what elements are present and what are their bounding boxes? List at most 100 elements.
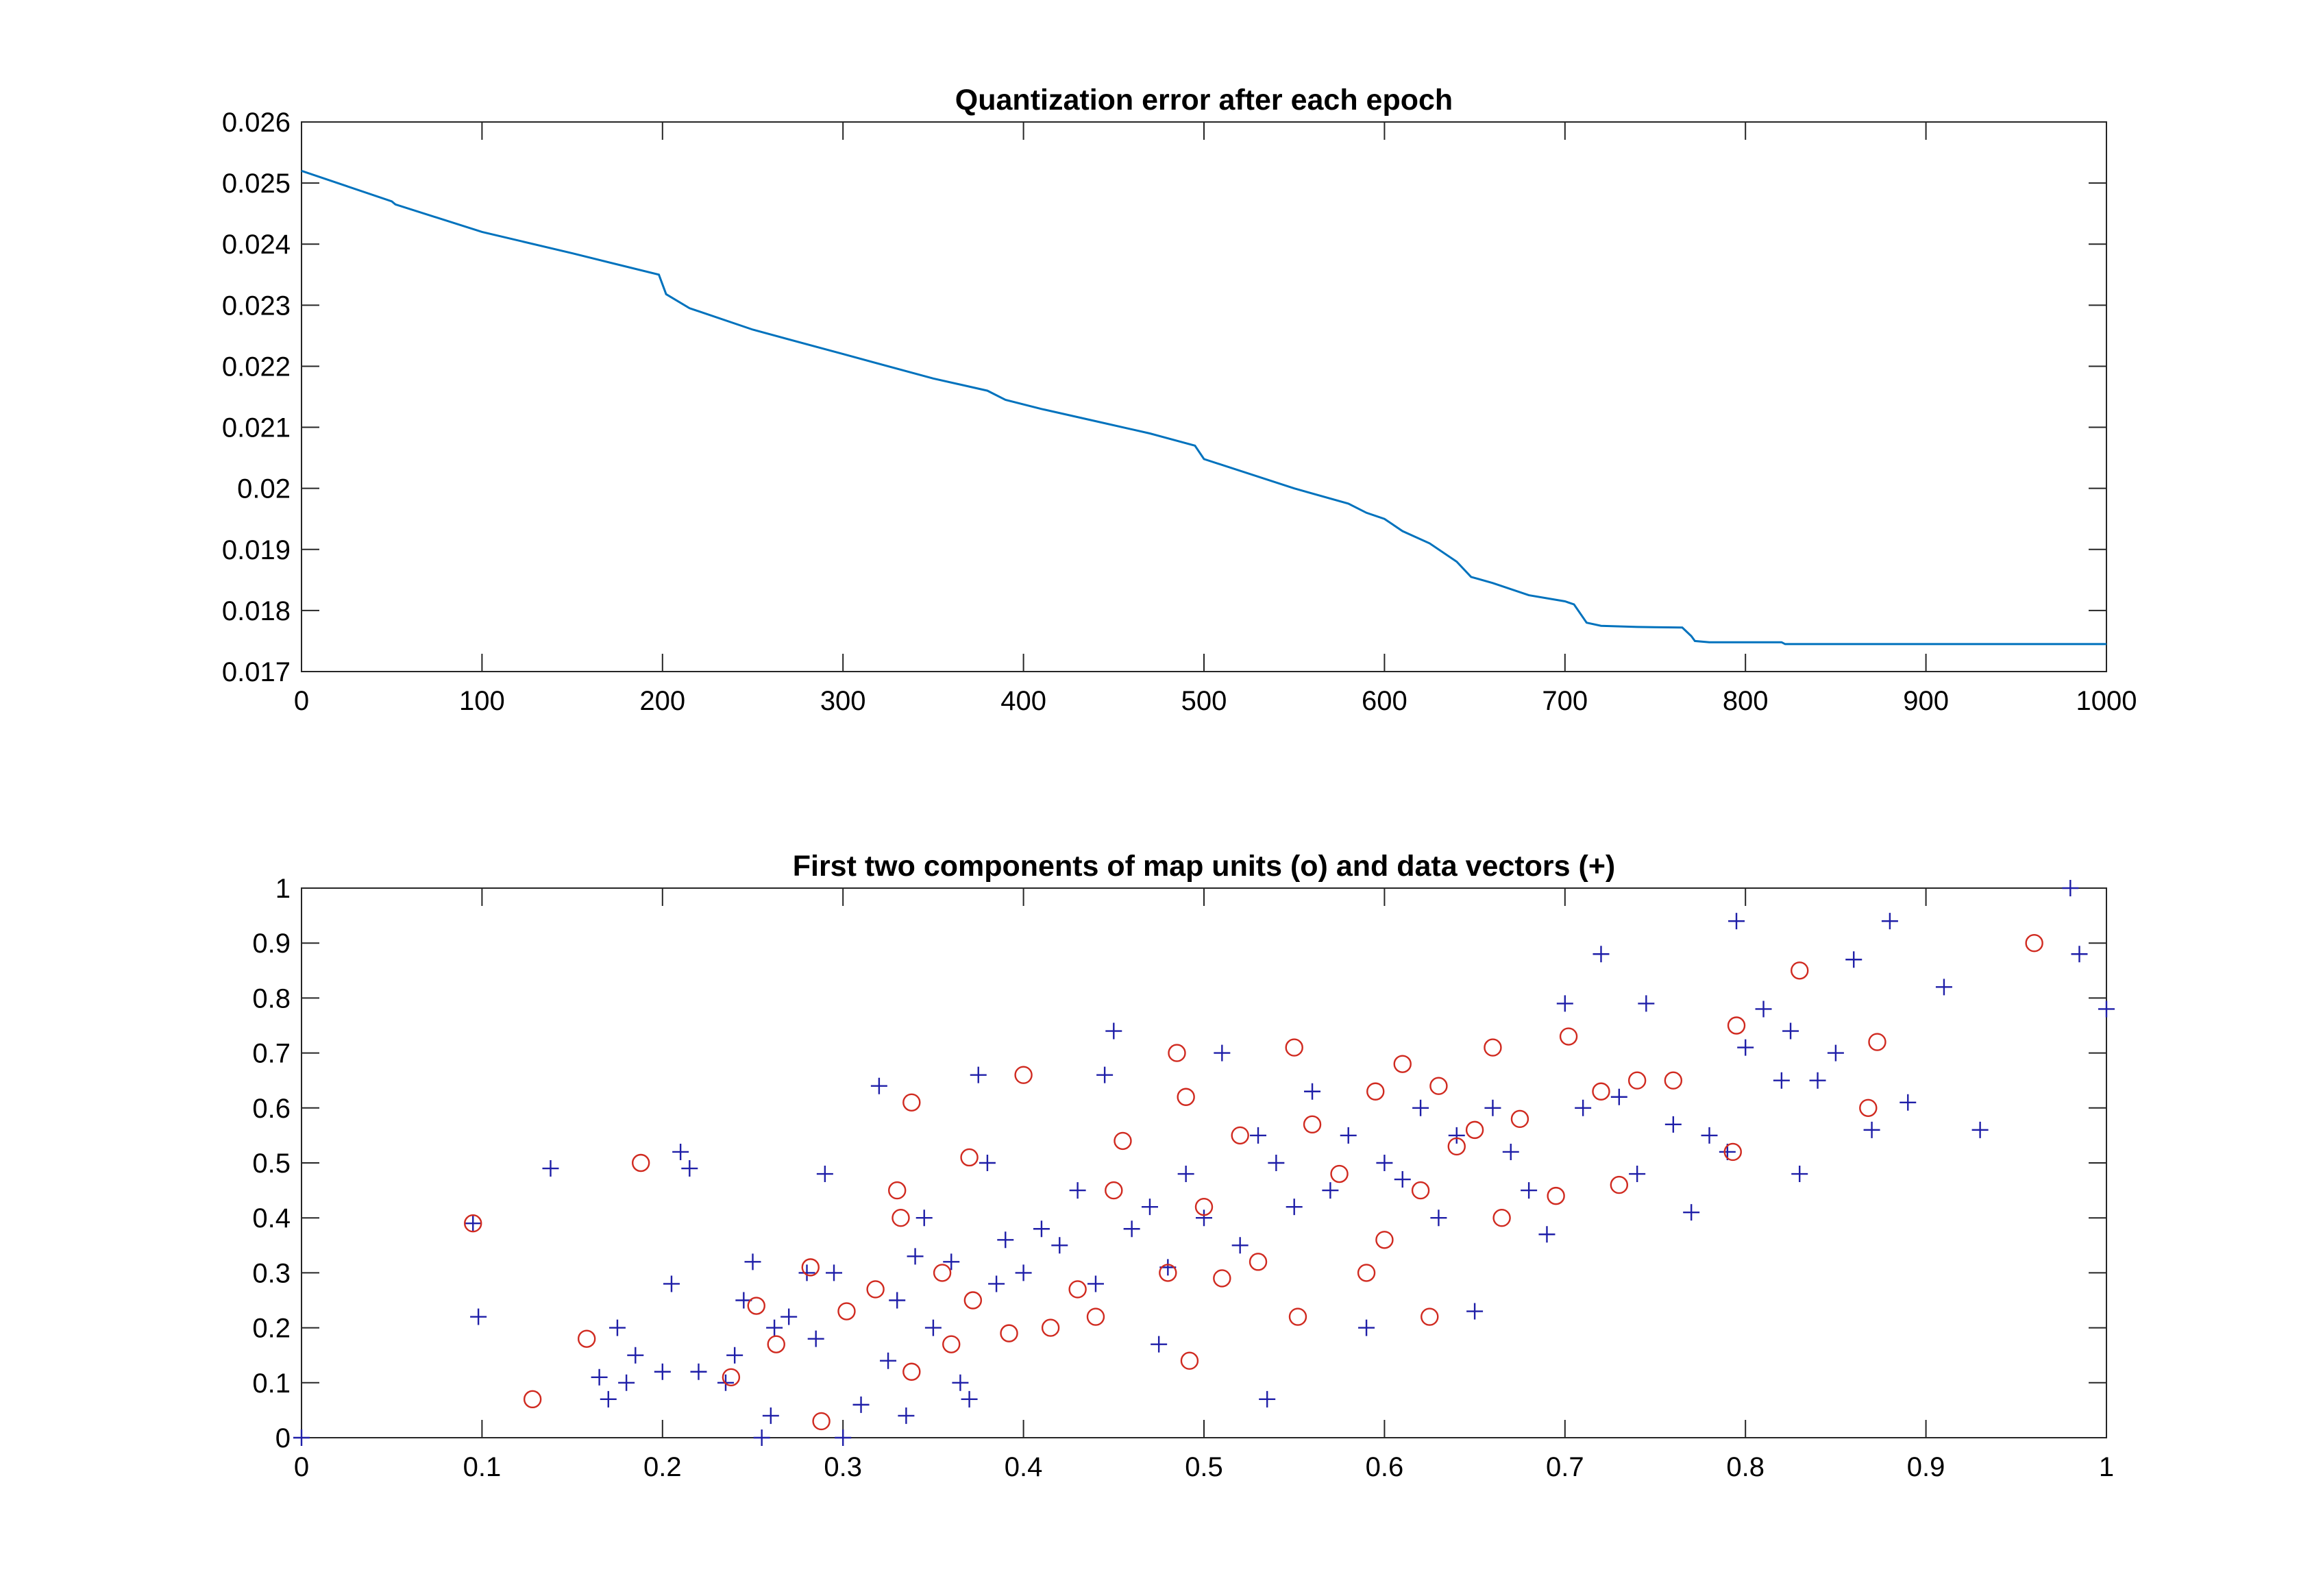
data-vector-point bbox=[1521, 1182, 1538, 1199]
x-tick-label: 0.6 bbox=[1366, 1452, 1404, 1482]
data-layer bbox=[301, 169, 2106, 646]
map-unit-point bbox=[812, 1412, 831, 1431]
y-tick-label: 1 bbox=[275, 874, 291, 904]
data-vector-point bbox=[898, 1407, 915, 1424]
map-unit-point bbox=[1727, 1016, 1746, 1035]
data-vector-point bbox=[870, 1077, 887, 1094]
map-unit-point bbox=[464, 1214, 482, 1233]
data-vector-point bbox=[1575, 1099, 1592, 1116]
map-unit-point bbox=[747, 1297, 765, 1315]
map-unit-point bbox=[801, 1258, 820, 1277]
data-vector-point bbox=[1900, 1094, 1917, 1111]
x-tick-label: 1 bbox=[2099, 1452, 2114, 1482]
data-vector-point bbox=[1376, 1155, 1393, 1171]
data-vector-point bbox=[979, 1155, 996, 1171]
data-vector-point bbox=[1638, 995, 1655, 1012]
map-unit-point bbox=[960, 1148, 979, 1167]
data-vector-point bbox=[1358, 1319, 1375, 1336]
map-unit-point bbox=[902, 1093, 921, 1112]
data-vector-point bbox=[1791, 1166, 1808, 1183]
data-vector-point bbox=[1809, 1072, 1826, 1089]
map-unit-point bbox=[1288, 1308, 1307, 1326]
data-vector-point bbox=[1123, 1220, 1140, 1238]
data-vector-point bbox=[1430, 1210, 1447, 1227]
data-vector-point bbox=[1105, 1022, 1122, 1040]
data-vector-point bbox=[1087, 1275, 1104, 1292]
y-tick-label: 0.8 bbox=[252, 983, 291, 1014]
map-unit-point bbox=[902, 1362, 921, 1381]
map-unit-point bbox=[1357, 1264, 1376, 1282]
map-unit-point bbox=[963, 1291, 983, 1310]
x-tick-label: 300 bbox=[820, 686, 866, 716]
map-unit-point bbox=[1068, 1280, 1087, 1299]
data-vector-point bbox=[798, 1264, 815, 1281]
data-vector-point bbox=[618, 1374, 635, 1391]
x-tick-label: 0.2 bbox=[643, 1452, 682, 1482]
x-tick-label: 800 bbox=[1723, 686, 1769, 716]
data-vector-point bbox=[1069, 1182, 1086, 1199]
data-vector-point bbox=[672, 1143, 689, 1160]
map-unit-point bbox=[1791, 961, 1809, 980]
map-unit-point bbox=[888, 1181, 907, 1200]
data-vector-point bbox=[1971, 1121, 1989, 1138]
map-unit-point bbox=[1213, 1269, 1231, 1288]
map-unit-point bbox=[933, 1264, 952, 1282]
y-tick-label: 0 bbox=[275, 1423, 291, 1453]
data-vector-point bbox=[1556, 995, 1573, 1012]
map-unit-point bbox=[2025, 933, 2043, 953]
data-vector-point bbox=[753, 1429, 770, 1446]
x-tick-label: 700 bbox=[1542, 686, 1588, 716]
x-tick-label: 600 bbox=[1362, 686, 1407, 716]
map-unit-point bbox=[1859, 1098, 1878, 1118]
data-vector-point bbox=[1214, 1044, 1231, 1061]
y-tick-label: 0.025 bbox=[222, 169, 291, 199]
map-unit-point bbox=[1492, 1208, 1511, 1227]
x-tick-label: 900 bbox=[1903, 686, 1949, 716]
map-unit-point bbox=[1465, 1120, 1484, 1140]
data-vector-point bbox=[1827, 1044, 1844, 1061]
data-vector-point bbox=[1322, 1182, 1339, 1199]
map-unit-point bbox=[1366, 1082, 1385, 1101]
data-vector-point bbox=[1448, 1127, 1465, 1144]
data-vector-point bbox=[1538, 1226, 1556, 1243]
data-vector-point bbox=[880, 1352, 897, 1369]
data-vector-point bbox=[1737, 1039, 1754, 1056]
data-vector-point bbox=[663, 1275, 680, 1292]
chart-panel-1: Quantization error after each epoch 0 100 2… bbox=[222, 84, 2137, 716]
data-vector-point bbox=[1286, 1199, 1303, 1216]
map-unit-point bbox=[1114, 1131, 1132, 1151]
chart-title: First two components of map units (o) an… bbox=[793, 850, 1616, 883]
data-vector-point bbox=[1250, 1127, 1267, 1144]
data-vector-point bbox=[293, 1429, 310, 1446]
map-unit-point bbox=[1447, 1137, 1466, 1156]
map-unit-point bbox=[1014, 1066, 1033, 1084]
data-vector-point bbox=[816, 1166, 833, 1183]
data-vector-point bbox=[470, 1308, 487, 1325]
data-vector-point bbox=[1664, 1116, 1682, 1133]
data-vector-point bbox=[762, 1407, 779, 1424]
data-vector-point bbox=[2071, 946, 2088, 963]
data-vector-point bbox=[1484, 1099, 1501, 1116]
data-vector-point bbox=[780, 1308, 798, 1325]
y-tick-label: 0.2 bbox=[252, 1314, 291, 1344]
data-vector-point bbox=[2062, 880, 2079, 896]
data-vector-point bbox=[1177, 1166, 1194, 1183]
data-vector-point bbox=[1701, 1127, 1718, 1144]
data-vector-point bbox=[1141, 1199, 1158, 1216]
map-unit-point bbox=[767, 1335, 785, 1353]
data-vector-point bbox=[1782, 1022, 1799, 1040]
data-vector-point bbox=[835, 1429, 852, 1446]
map-unit-point bbox=[1194, 1197, 1214, 1216]
data-vector-point bbox=[1466, 1303, 1484, 1320]
chart-title: Quantization error after each epoch bbox=[955, 84, 1453, 116]
map-unit-point bbox=[1249, 1253, 1268, 1271]
data-vector-point bbox=[1231, 1237, 1249, 1254]
map-unit-point bbox=[892, 1208, 910, 1227]
map-unit-point bbox=[1159, 1264, 1177, 1282]
y-tick-label: 0.6 bbox=[252, 1094, 291, 1124]
data-vector-point bbox=[608, 1319, 626, 1336]
map-unit-point bbox=[1592, 1082, 1610, 1101]
map-unit-point bbox=[1393, 1055, 1412, 1073]
y-tick-label: 0.017 bbox=[222, 657, 291, 687]
data-vector-point bbox=[1773, 1072, 1790, 1089]
